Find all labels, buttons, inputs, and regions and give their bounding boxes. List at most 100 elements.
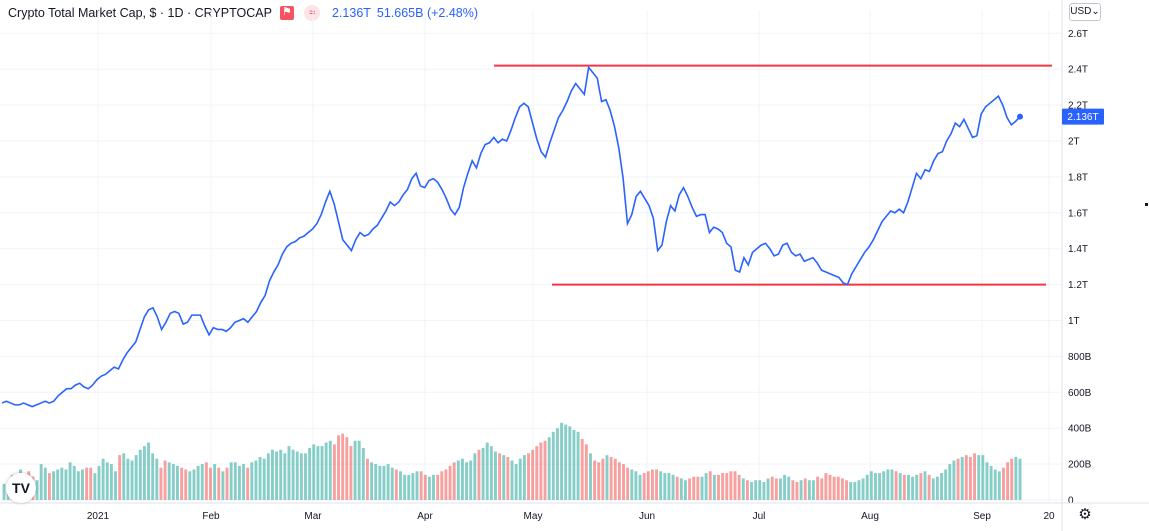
volume-bar: [609, 456, 613, 500]
volume-bar: [584, 444, 588, 500]
volume-bar: [270, 449, 274, 500]
tradingview-logo[interactable]: TV: [6, 473, 36, 503]
volume-bar: [1014, 456, 1018, 500]
volume-bar: [638, 474, 642, 500]
x-tick-label: Feb: [202, 511, 220, 522]
volume-bar: [308, 447, 312, 500]
volume-bar: [940, 473, 943, 500]
y-tick-label: 400B: [1068, 424, 1092, 435]
volume-bar: [745, 480, 749, 500]
price-tag-text: 2.136T: [1067, 112, 1098, 123]
volume-bar: [411, 473, 415, 500]
y-tick-label: 2.4T: [1068, 65, 1088, 76]
x-tick-label: Sep: [973, 511, 991, 522]
volume-bar: [262, 458, 266, 500]
settings-gear-icon[interactable]: ⚙: [1078, 506, 1092, 523]
volume-bar: [52, 471, 56, 500]
volume-bar: [997, 471, 1001, 500]
volume-bar: [291, 449, 295, 500]
y-tick-label: 600B: [1068, 388, 1092, 399]
volume-bar: [76, 471, 80, 500]
volume-bar: [828, 474, 832, 500]
volume-bar: [481, 447, 485, 500]
x-tick-label: 2021: [87, 511, 110, 522]
last-price-dot: [1017, 113, 1023, 120]
volume-bar: [72, 465, 76, 500]
volume-bar: [956, 458, 960, 500]
volume-bar: [589, 453, 592, 500]
flag-icon[interactable]: ⚑: [279, 6, 294, 20]
volume-bar: [237, 465, 241, 500]
volume-bar: [977, 455, 981, 500]
compare-icon[interactable]: ≈: [303, 5, 320, 21]
currency-selector[interactable]: USD⌄: [1069, 3, 1101, 21]
volume-bar: [221, 471, 225, 500]
volume-bar: [225, 467, 229, 500]
volume-bar: [378, 465, 382, 500]
volume-bar: [993, 469, 997, 500]
volume-bar: [700, 476, 704, 500]
volume-bar: [283, 453, 287, 500]
volume-bar: [498, 453, 502, 500]
volume-bar: [105, 462, 109, 500]
volume-bar: [812, 480, 815, 500]
volume-bar: [436, 474, 440, 500]
volume-bar: [444, 469, 448, 500]
volume-bar: [386, 464, 390, 500]
support-resistance-lines[interactable]: [494, 64, 1052, 286]
volume-bar: [539, 442, 543, 500]
volume-bar: [960, 456, 964, 500]
volume-bar: [304, 453, 307, 500]
volume-bar: [510, 460, 514, 500]
volume-bar: [795, 482, 799, 500]
volume-bar: [527, 453, 530, 500]
volume-bar: [312, 444, 316, 500]
volume-bar: [791, 480, 795, 500]
volume-bar: [494, 451, 497, 500]
volume-bar: [204, 462, 208, 500]
last-price-tag: 2.136T: [1062, 108, 1104, 125]
volume-bar: [1006, 462, 1010, 500]
volume-bar: [423, 474, 427, 500]
volume-bar: [836, 476, 840, 500]
volume-bar: [717, 474, 720, 500]
volume-bar: [882, 471, 886, 500]
y-tick-label: 200B: [1068, 460, 1092, 471]
volume-bar: [85, 467, 89, 500]
volume-bar: [122, 453, 126, 500]
volume-bar: [485, 442, 489, 500]
time-axis[interactable]: 2021 Feb Mar Apr May Jun Jul Aug Sep 20: [0, 502, 1149, 522]
volume-bar: [667, 473, 671, 500]
x-tick-label: May: [524, 511, 543, 522]
volume-bar: [209, 467, 212, 500]
volume-bar: [840, 478, 844, 500]
y-tick-label: 2.6T: [1068, 29, 1088, 40]
volume-bar: [919, 473, 923, 500]
x-tick-label: Mar: [304, 511, 322, 522]
price-axis[interactable]: 0 200B 400B 600B 800B 1T 1.2T 1.4T 1.6T 1.8T 2T 2.2…: [1061, 0, 1092, 531]
y-tick-label: 0: [1068, 496, 1074, 507]
volume-bar: [365, 458, 369, 500]
volume-bar: [613, 458, 617, 500]
volume-bar: [655, 469, 659, 500]
volume-bar: [159, 467, 163, 500]
volume-bar: [217, 467, 221, 500]
volume-bars: [2, 422, 1022, 500]
symbol-title[interactable]: Crypto Total Market Cap, $ · 1D · CRYPTO…: [8, 6, 272, 20]
volume-bar: [196, 465, 200, 500]
volume-bar: [741, 478, 745, 500]
volume-bar: [155, 458, 159, 500]
volume-bar: [353, 440, 357, 500]
volume-bar: [799, 480, 803, 500]
volume-bar: [617, 462, 621, 500]
volume-bar: [229, 462, 233, 500]
price-change: 51.665B (+2.48%): [376, 6, 479, 20]
volume-bar: [572, 429, 576, 500]
volume-bar: [729, 471, 733, 500]
volume-bar: [923, 471, 927, 500]
volume-bar: [721, 473, 725, 500]
volume-bar: [692, 476, 696, 500]
volume-bar: [56, 469, 60, 500]
volume-bar: [824, 473, 828, 500]
